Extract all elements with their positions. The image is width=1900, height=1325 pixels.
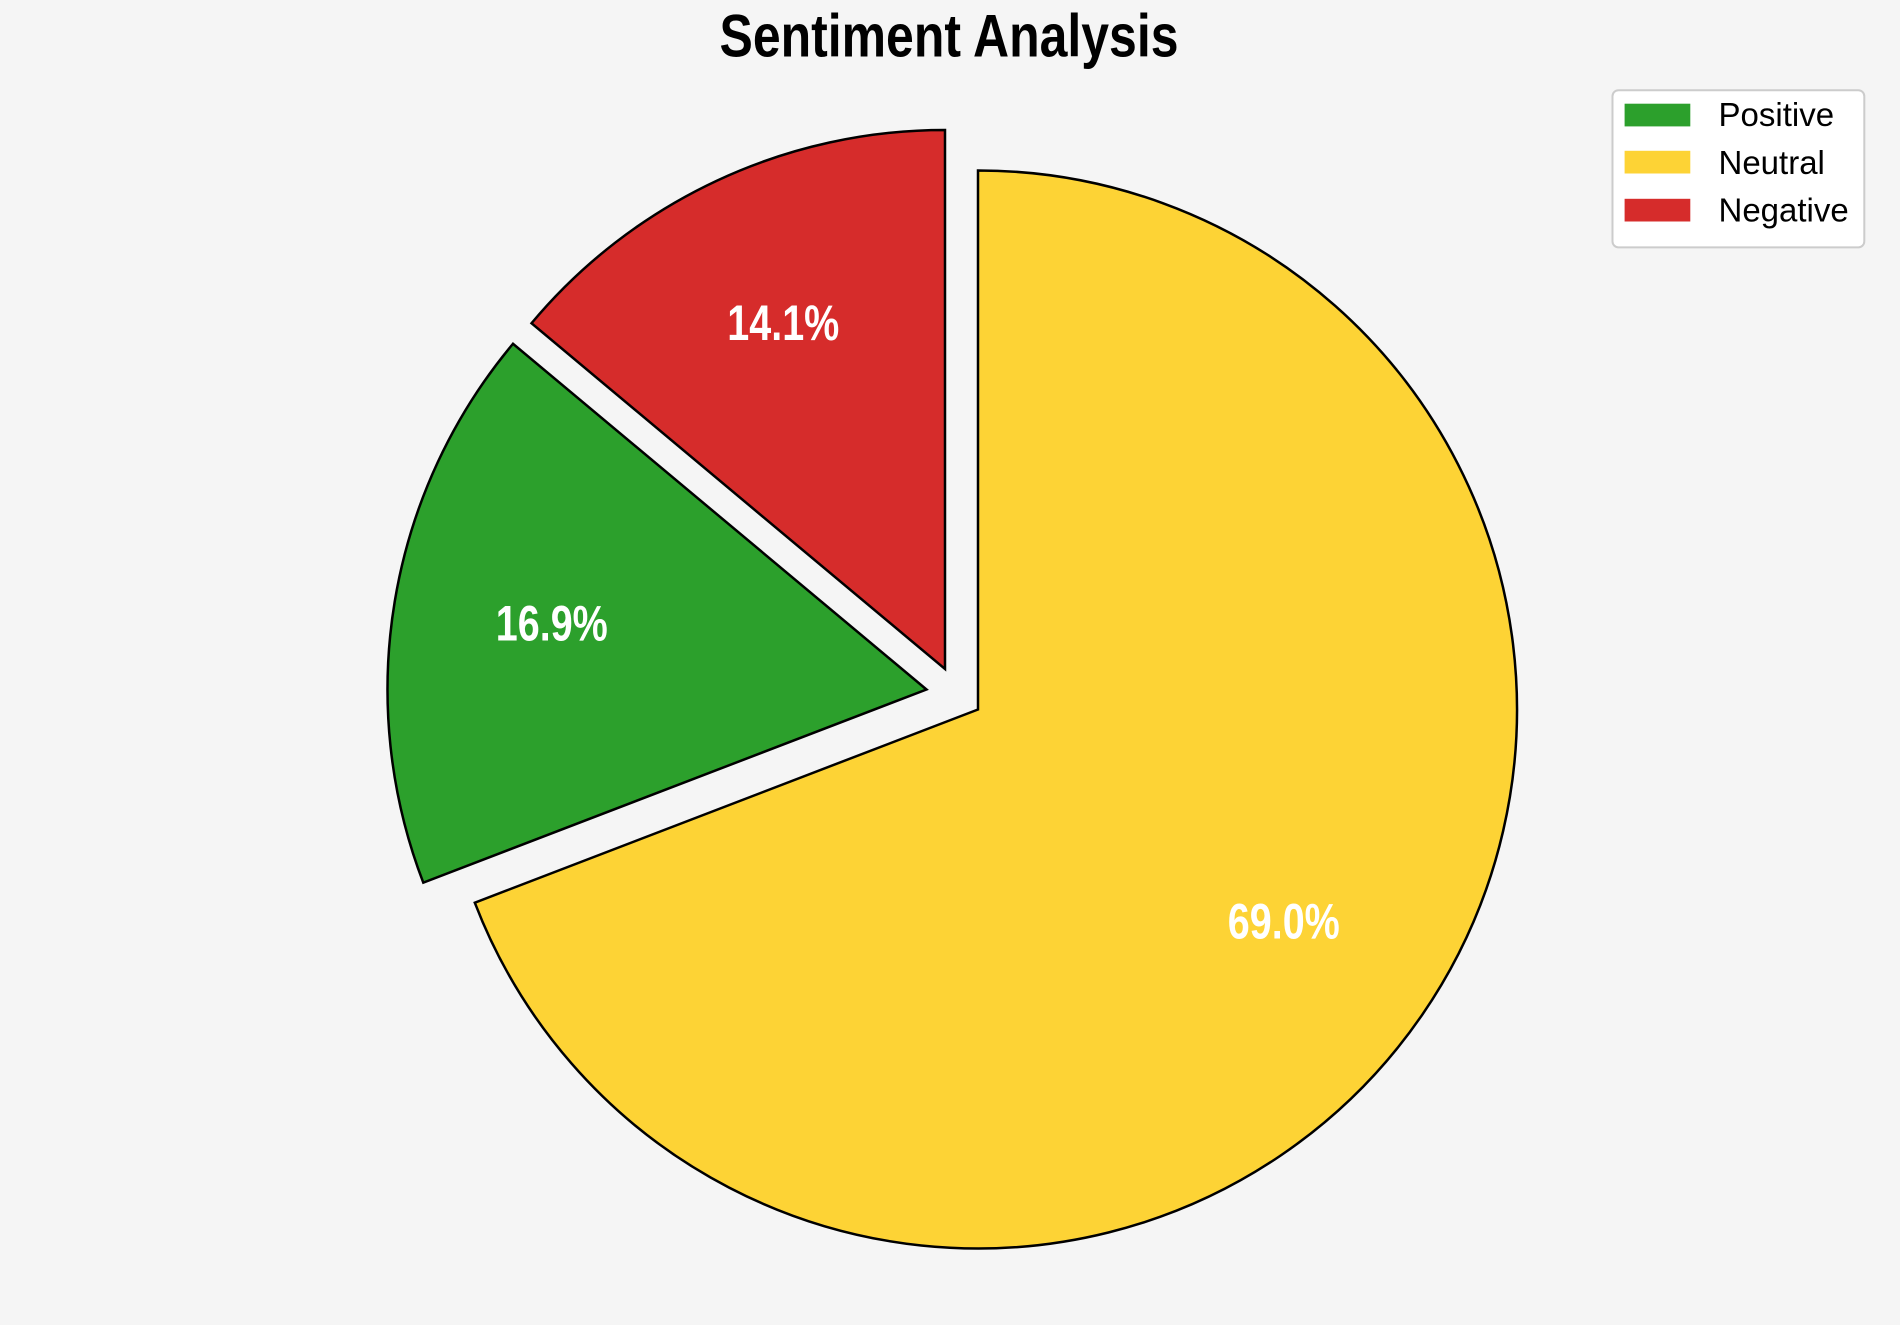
svg-text:Neutral: Neutral [1719,144,1825,181]
svg-text:69.0%: 69.0% [1228,893,1340,949]
svg-text:Negative: Negative [1719,191,1849,228]
svg-text:Sentiment Analysis: Sentiment Analysis [720,3,1179,70]
svg-text:16.9%: 16.9% [496,596,608,652]
svg-text:14.1%: 14.1% [727,295,839,351]
svg-text:Positive: Positive [1719,96,1835,133]
